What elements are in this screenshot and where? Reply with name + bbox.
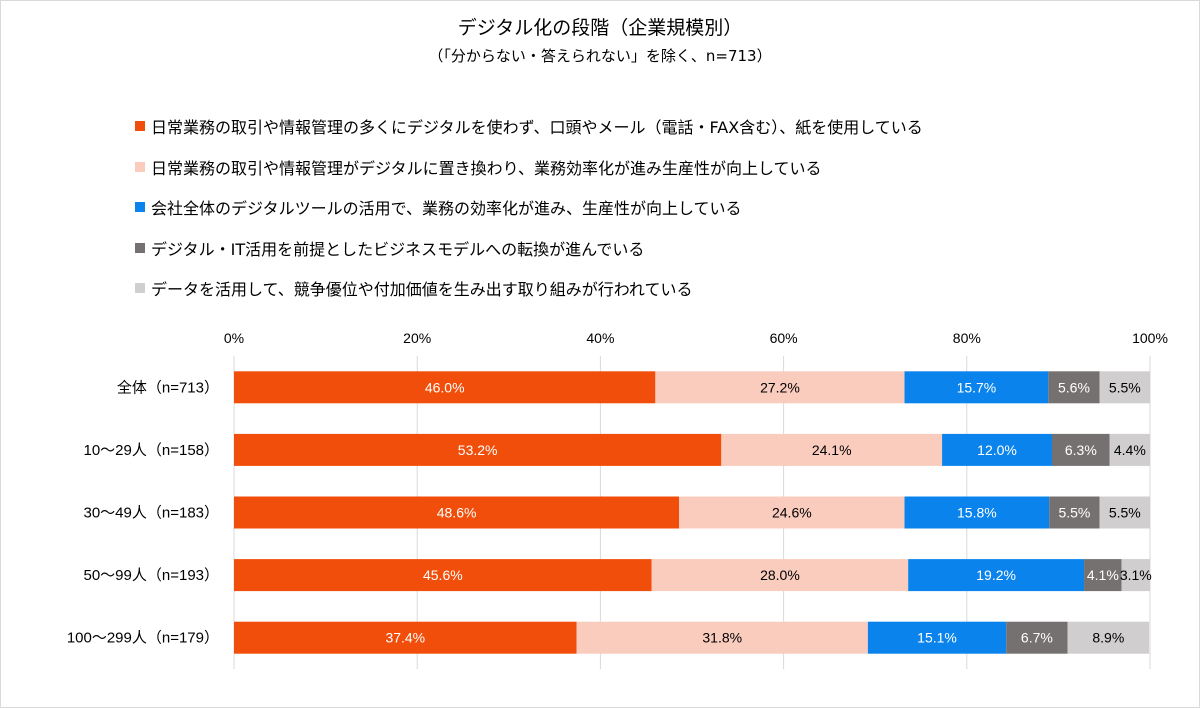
data-label: 6.3% (1065, 442, 1097, 458)
bar-segment (1006, 621, 1068, 654)
data-label: 15.7% (957, 379, 997, 395)
data-label: 12.0% (977, 442, 1017, 458)
bar-segment (1049, 496, 1100, 529)
bar-segment (651, 559, 909, 592)
bar-segment (1121, 559, 1150, 592)
data-label: 31.8% (702, 630, 742, 646)
legend-label: データを活用して、競争優位や付加価値を生み出す取り組みが行われている (151, 280, 693, 300)
category-label: 10～29人（n=158） (84, 442, 220, 459)
bar-segment (904, 496, 1050, 529)
data-label: 15.8% (957, 505, 997, 521)
bar-segment (1067, 621, 1150, 654)
data-label: 5.5% (1109, 379, 1141, 395)
data-label: 27.2% (760, 379, 800, 395)
data-label: 48.6% (437, 505, 477, 521)
bar-segment (721, 433, 943, 466)
category-label: 全体（n=713） (117, 378, 219, 396)
bar-segment (1084, 559, 1122, 592)
legend-item: デジタル・IT活用を前提としたビジネスモデルへの転換が進んでいる (135, 228, 923, 269)
data-label: 53.2% (458, 442, 498, 458)
bar-segment (234, 371, 656, 404)
legend-swatch (135, 242, 145, 253)
bar-segment (1051, 433, 1110, 466)
bar-segment (234, 559, 652, 592)
data-label: 24.6% (772, 505, 812, 521)
bar-segment (904, 371, 1049, 404)
data-label: 5.5% (1058, 505, 1090, 521)
data-label: 5.6% (1058, 379, 1090, 395)
legend-item: 会社全体のデジタルツールの活用で、業務の効率化が進み、生産性が向上している (135, 187, 923, 228)
x-tick-label: 0% (224, 330, 244, 346)
legend: 日常業務の取引や情報管理の多くにデジタルを使わず、口頭やメール（電話・FAX含む… (135, 106, 923, 309)
x-tick-label: 100% (1132, 330, 1168, 346)
category-label: 30～49人（n=183） (84, 505, 220, 522)
category-label: 100～299人（n=179） (67, 630, 219, 647)
data-label: 46.0% (425, 379, 465, 395)
legend-label: デジタル・IT活用を前提としたビジネスモデルへの転換が進んでいる (151, 239, 645, 259)
bar-segment (234, 433, 722, 466)
data-label: 28.0% (760, 567, 800, 583)
bar-segment (867, 621, 1007, 654)
legend-label: 会社全体のデジタルツールの活用で、業務の効率化が進み、生産性が向上している (151, 199, 742, 219)
legend-item: データを活用して、競争優位や付加価値を生み出す取り組みが行われている (135, 268, 923, 309)
data-label: 3.1% (1120, 567, 1152, 583)
bar-segment (1099, 496, 1150, 529)
bar-segment (655, 371, 905, 404)
data-label: 19.2% (976, 567, 1016, 583)
x-tick-label: 80% (953, 330, 981, 346)
bar-segment (942, 433, 1052, 466)
bar-segment (679, 496, 905, 529)
data-label: 8.9% (1092, 630, 1124, 646)
bar-segment (1099, 371, 1150, 404)
legend-label: 日常業務の取引や情報管理の多くにデジタルを使わず、口頭やメール（電話・FAX含む… (151, 118, 923, 138)
bar-segment (1109, 433, 1150, 466)
legend-swatch (135, 283, 145, 294)
legend-swatch (135, 121, 145, 132)
legend-swatch (135, 161, 145, 172)
data-label: 24.1% (812, 442, 852, 458)
bar-segment (908, 559, 1085, 592)
legend-item: 日常業務の取引や情報管理がデジタルに置き換わり、業務効率化が進み生産性が向上して… (135, 147, 923, 188)
bar-segment (576, 621, 868, 654)
data-label: 6.7% (1021, 630, 1053, 646)
data-label: 37.4% (385, 630, 425, 646)
data-label: 4.1% (1087, 567, 1119, 583)
bar-segment (234, 621, 577, 654)
chart-title: デジタル化の段階（企業規模別） (457, 17, 743, 39)
legend-item: 日常業務の取引や情報管理の多くにデジタルを使わず、口頭やメール（電話・FAX含む… (135, 106, 923, 147)
data-label: 15.1% (917, 630, 957, 646)
data-label: 5.5% (1109, 505, 1141, 521)
bar-segment (1048, 371, 1100, 404)
x-tick-label: 20% (403, 330, 431, 346)
category-label: 50～99人（n=193） (84, 567, 220, 584)
data-label: 45.6% (423, 567, 463, 583)
bar-segment (234, 496, 680, 529)
legend-swatch (135, 202, 145, 213)
chart-subtitle: （「分からない・答えられない」を除く、n=713） (428, 47, 772, 65)
x-tick-label: 60% (770, 330, 798, 346)
data-label: 4.4% (1114, 442, 1146, 458)
legend-label: 日常業務の取引や情報管理がデジタルに置き換わり、業務効率化が進み生産性が向上して… (151, 158, 822, 178)
x-tick-label: 40% (586, 330, 614, 346)
